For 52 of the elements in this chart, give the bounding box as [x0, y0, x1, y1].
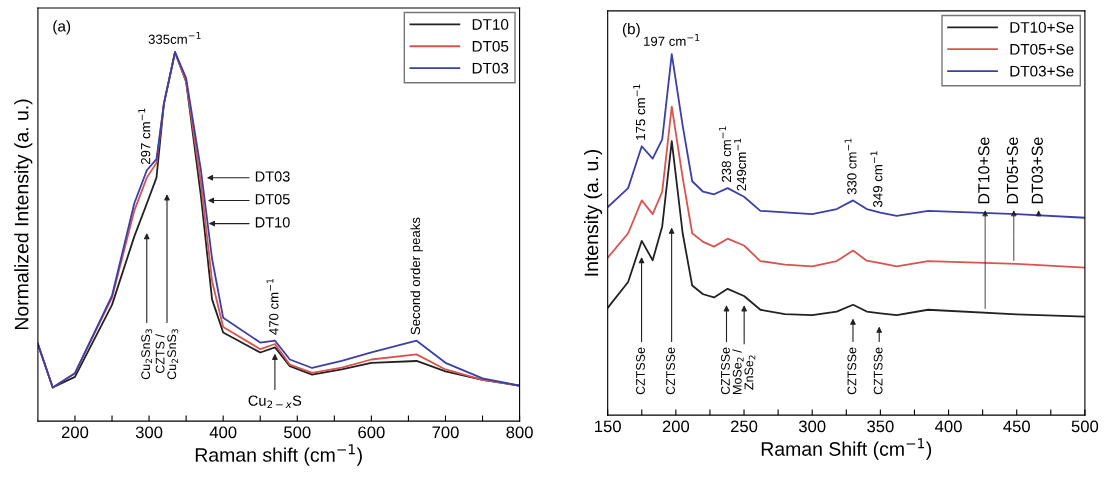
x-tick-label: 500 [284, 426, 311, 439]
annotation: DT03 [255, 171, 290, 182]
x-tick-label: 400 [935, 420, 962, 433]
x-axis-title: Raman Shift (cm$^{−1}$) [761, 438, 932, 460]
annotation: 470 cm$^{−1}$ [266, 278, 279, 335]
annotation: CZTSSe [847, 347, 857, 395]
annotation: DT10 [255, 217, 290, 228]
annotation: 238 cm$^{−1}$ [719, 126, 732, 182]
text: (a) [53, 20, 71, 35]
legend-label: DT05+Se [1010, 43, 1074, 55]
legend-label: DT05 [472, 40, 509, 52]
annotation: DT05+Se [1006, 137, 1019, 204]
x-tick-label: 350 [867, 420, 894, 433]
annotation: CZTS / Cu$_{2}$SnS$_{3}$ [155, 329, 179, 380]
annotation: 335cm$^{−1}$ [148, 32, 201, 44]
annotation: 197 cm$^{−1}$ [644, 34, 700, 46]
x-tick-label: 200 [61, 426, 89, 439]
annotation: MoSe$_{2}$ / ZnSe$_{2}$ [732, 349, 756, 394]
annotation: Cu$_{2}$SnS$_{3}$ [141, 329, 153, 380]
x-tick-label: 200 [662, 420, 690, 433]
annotation: CZTSSe [636, 347, 645, 395]
annotation: CZTSSe [721, 347, 730, 395]
legend-label: DT03 [472, 62, 509, 74]
x-tick-label: 300 [135, 426, 163, 439]
annotation: 297 cm$^{−1}$ [138, 108, 151, 165]
x-tick-label: 300 [798, 420, 826, 433]
annotation: DT10+Se [978, 137, 990, 204]
annotation: DT03+Se [1031, 137, 1043, 204]
x-tick-label: 400 [209, 426, 237, 439]
x-tick-label: 600 [358, 426, 385, 439]
annotation: CZTSSe [666, 347, 675, 395]
legend-label: DT10+Se [1010, 22, 1074, 33]
x-tick-label: 450 [1003, 420, 1030, 433]
annotation: Second order peaks [410, 217, 423, 335]
x-tick-label: 150 [595, 420, 621, 433]
annotation: CZTSSe [873, 347, 883, 395]
x-tick-label: 500 [1071, 420, 1099, 433]
x-axis-title: Raman shift (cm$^{−1}$) [195, 444, 362, 466]
y-axis-title: Normalized Intensity (a. u.) [14, 99, 33, 330]
y-axis-title: Intensity (a. u.) [583, 149, 603, 276]
annotation: 249cm$^{−1}$ [734, 138, 747, 191]
x-tick-label: 700 [432, 426, 459, 439]
annotation: 330 cm$^{−1}$ [844, 138, 857, 195]
legend-label: DT10 [472, 19, 509, 30]
annotation: Cu$_{2−x}$S [248, 395, 302, 409]
annotation: DT05 [255, 194, 290, 205]
annotation: 175 cm$^{−1}$ [633, 84, 646, 140]
x-tick-label: 800 [506, 426, 533, 439]
annotation: 349 cm$^{−1}$ [870, 151, 883, 207]
legend-label: DT03+Se [1010, 65, 1074, 77]
x-tick-label: 250 [730, 420, 758, 433]
text: (b) [622, 23, 640, 38]
